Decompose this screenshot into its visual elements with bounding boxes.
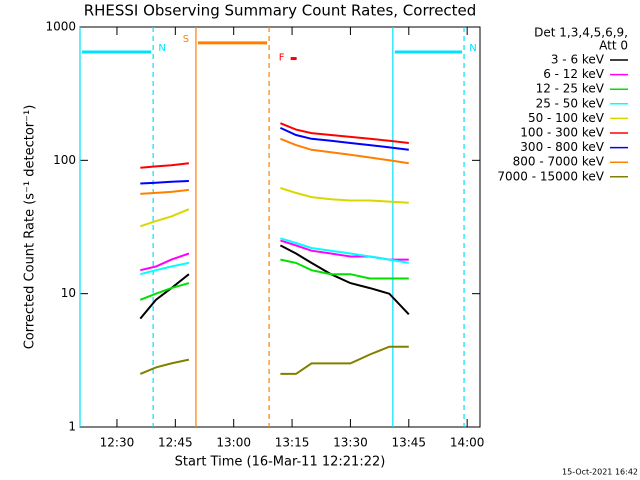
- series-line: [140, 137, 409, 195]
- legend-label: 100 - 300 keV: [520, 126, 604, 140]
- series-line: [139, 258, 409, 301]
- x-axis-label: Start Time (16-Mar-11 12:21:22): [175, 455, 386, 470]
- legend-label: 50 - 100 keV: [528, 111, 605, 125]
- legend-title: Att 0: [599, 39, 628, 53]
- x-tick-label: 14:00: [450, 436, 485, 450]
- x-tick-label: 12:45: [158, 436, 193, 450]
- series-line: [140, 237, 409, 276]
- x-tick-label: 12:30: [100, 436, 135, 450]
- footer: 15-Oct-2021 16:42: [562, 468, 638, 477]
- x-tick-label: 13:30: [333, 436, 368, 450]
- series-line: [139, 244, 410, 320]
- x-tick-label: 13:00: [216, 436, 251, 450]
- y-tick-label: 1000: [45, 20, 76, 34]
- legend-title: Det 1,3,4,5,6,9,: [534, 26, 628, 40]
- legend-label: 12 - 25 keV: [536, 82, 605, 96]
- x-tick-label: 13:15: [275, 436, 310, 450]
- interval-label: N: [469, 43, 476, 54]
- legend-label: 7000 - 15000 keV: [497, 169, 604, 183]
- series-line: [140, 122, 409, 169]
- legend-label: 3 - 6 keV: [551, 53, 605, 67]
- chart-title: RHESSI Observing Summary Count Rates, Co…: [84, 2, 477, 20]
- y-tick-label: 1: [68, 420, 76, 434]
- y-tick-label: 10: [61, 286, 76, 300]
- flare-label: F: [279, 53, 285, 64]
- legend-label: 25 - 50 keV: [536, 96, 605, 110]
- interval-label: S: [183, 34, 189, 45]
- y-tick-label: 100: [53, 153, 76, 167]
- y-axis-label: Corrected Count Rate (s⁻¹ detector⁻¹): [23, 105, 38, 350]
- plot-frame: [79, 26, 481, 428]
- legend-label: 300 - 800 keV: [520, 140, 604, 154]
- legend-label: 800 - 7000 keV: [513, 155, 605, 169]
- legend-label: 6 - 12 keV: [543, 67, 605, 81]
- series-line: [139, 187, 409, 228]
- series-line: [139, 345, 409, 375]
- interval-label: N: [158, 43, 165, 54]
- x-tick-label: 13:45: [391, 436, 426, 450]
- series-line: [140, 126, 409, 185]
